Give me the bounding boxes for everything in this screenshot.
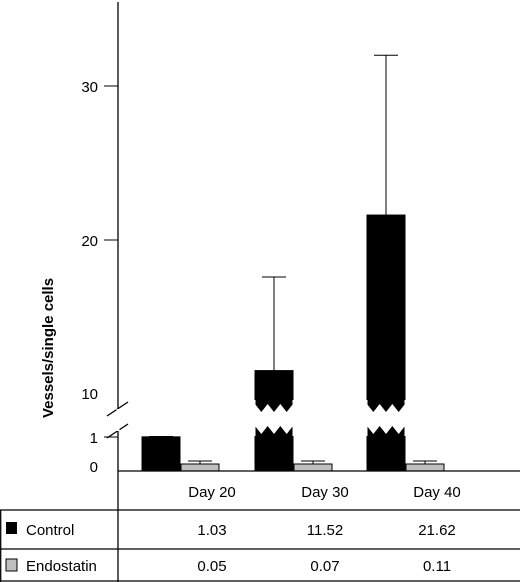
y-tick-label-30: 30 xyxy=(81,79,98,96)
table-cell-control-day40: 21.62 xyxy=(418,522,456,539)
bar-break-2 xyxy=(367,404,405,434)
table-cell-control-day20: 1.03 xyxy=(197,522,226,539)
x-category-day30: Day 30 xyxy=(301,484,349,501)
bars-group xyxy=(141,54,445,472)
legend-label-control: Control xyxy=(26,522,74,539)
bar-break-left-2 xyxy=(366,400,368,436)
legend-swatch-endostatin xyxy=(5,558,18,572)
y-axis-label: Vessels/single cells xyxy=(40,278,57,418)
table-cell-endostatin-day20: 0.05 xyxy=(197,558,226,575)
bar-break-1 xyxy=(255,404,293,434)
bar-break-right-2 xyxy=(404,400,406,436)
legend-label-endostatin: Endostatin xyxy=(26,558,97,575)
y-tick-label-10: 10 xyxy=(81,386,98,403)
bar-break-right-1 xyxy=(292,400,294,436)
bar-endostatin-2 xyxy=(405,463,445,472)
table-cell-endostatin-day30: 0.07 xyxy=(310,558,339,575)
table-cell-control-day30: 11.52 xyxy=(307,522,343,539)
y-tick-label-0: 0 xyxy=(90,459,98,476)
bar-endostatin-0 xyxy=(180,463,220,472)
y-tick-label-1: 1 xyxy=(90,430,98,447)
table-cell-endostatin-day40: 0.11 xyxy=(423,558,451,575)
bar-break-left-1 xyxy=(254,400,256,436)
x-category-day20: Day 20 xyxy=(188,484,236,501)
x-category-day40: Day 40 xyxy=(413,484,461,501)
y-tick-label-20: 20 xyxy=(81,233,98,250)
bar-control-0 xyxy=(141,436,181,472)
legend-swatch-control xyxy=(6,522,17,534)
bar-endostatin-1 xyxy=(293,463,333,472)
